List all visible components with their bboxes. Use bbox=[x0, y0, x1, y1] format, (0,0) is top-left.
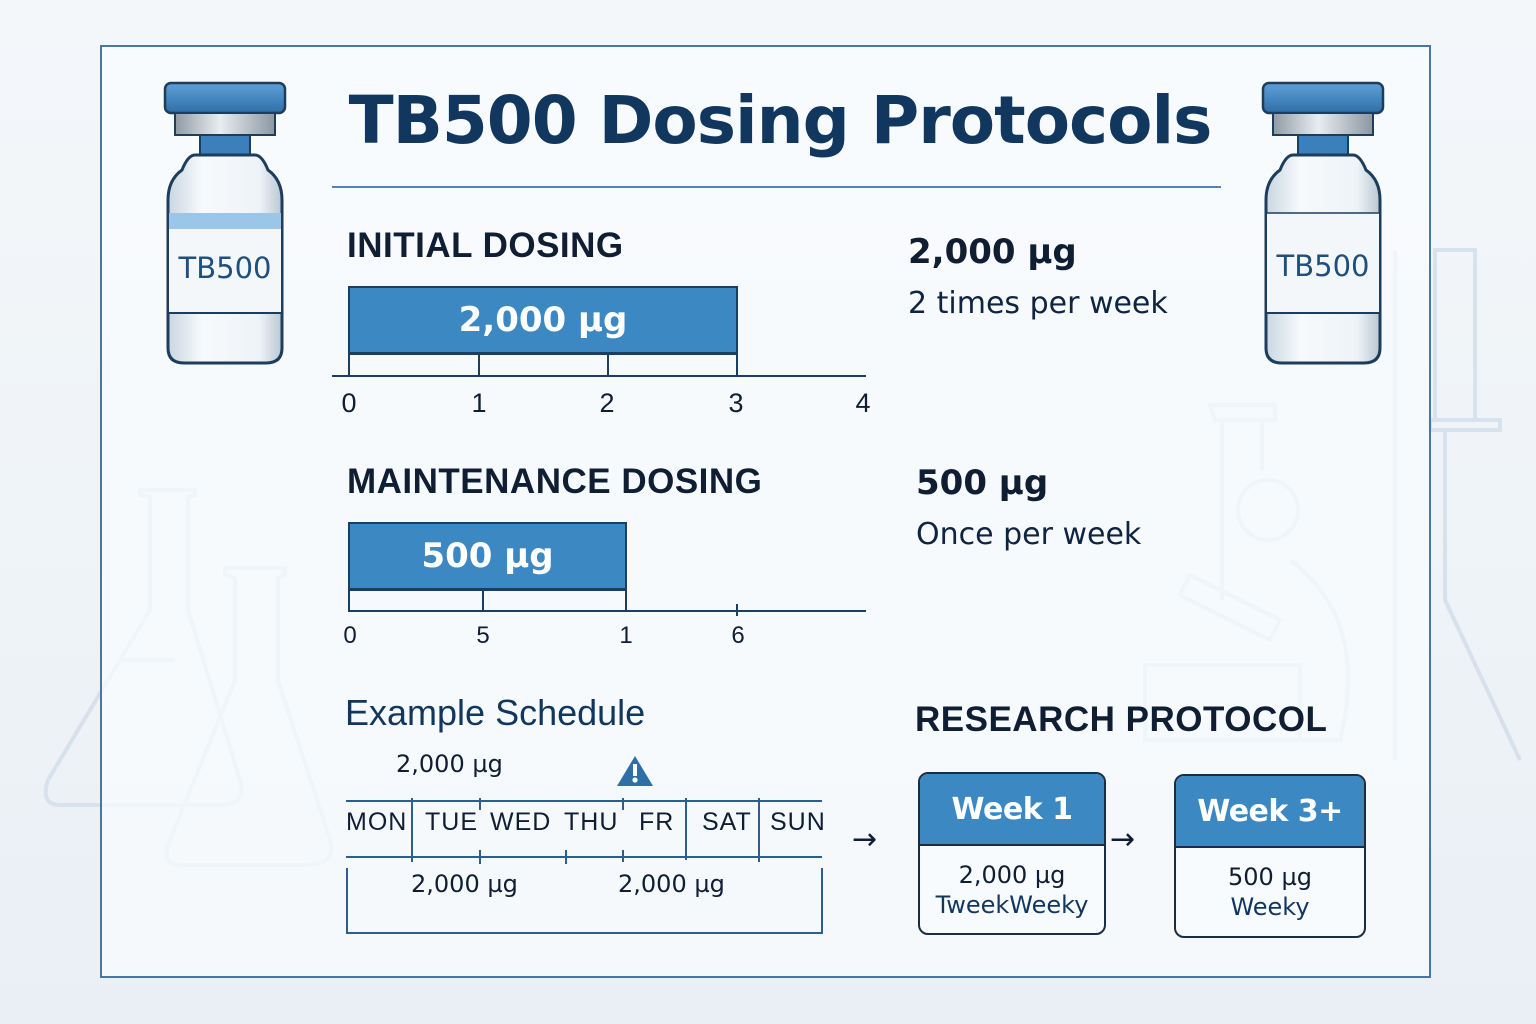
maintenance-tick bbox=[625, 590, 627, 612]
day-sun: SUN bbox=[770, 808, 826, 836]
schedule-bracket-left bbox=[346, 868, 348, 934]
svg-text:TB500: TB500 bbox=[178, 251, 272, 285]
initial-axis bbox=[332, 375, 866, 377]
maintenance-tick-label: 0 bbox=[343, 622, 357, 649]
initial-tick bbox=[736, 354, 738, 376]
vial-right-icon: TB500 bbox=[1261, 81, 1385, 365]
schedule-dose-fri: 2,000 µg bbox=[618, 870, 725, 898]
schedule-divider bbox=[622, 850, 624, 862]
week-1-card: Week 1 2,000 µg TweekWeeky bbox=[918, 772, 1106, 935]
week-3-plus-dose: 500 µg bbox=[1228, 863, 1312, 891]
maintenance-dosing-heading: MAINTENANCE DOSING bbox=[347, 462, 763, 501]
vial-left-icon: TB500 bbox=[163, 81, 287, 365]
example-schedule-heading: Example Schedule bbox=[345, 692, 646, 733]
schedule-divider bbox=[622, 798, 624, 810]
week-3-plus-header: Week 3+ bbox=[1176, 776, 1364, 848]
schedule-divider bbox=[479, 798, 481, 810]
maintenance-dose-bar: 500 µg bbox=[348, 522, 627, 591]
schedule-bracket-right bbox=[821, 868, 823, 934]
day-fri: FR bbox=[639, 808, 675, 836]
week-3-plus-frequency: Weeky bbox=[1230, 893, 1310, 921]
arrow-right-icon: → bbox=[1110, 822, 1136, 857]
schedule-divider bbox=[758, 798, 760, 862]
maintenance-tick bbox=[348, 590, 350, 612]
day-mon: MON bbox=[346, 808, 408, 836]
maintenance-tick-label: 6 bbox=[731, 622, 745, 649]
schedule-divider bbox=[479, 850, 481, 864]
initial-tick bbox=[478, 354, 480, 376]
day-sat: SAT bbox=[702, 808, 752, 836]
initial-tick-label: 0 bbox=[341, 388, 357, 418]
maintenance-tick bbox=[482, 590, 484, 612]
maintenance-tick-label: 1 bbox=[619, 622, 633, 649]
maintenance-frequency: Once per week bbox=[916, 517, 1142, 552]
initial-dose-bar: 2,000 µg bbox=[348, 286, 738, 355]
initial-tick bbox=[607, 354, 609, 376]
maintenance-tick-label: 5 bbox=[476, 622, 490, 649]
initial-bar-label: 2,000 µg bbox=[458, 300, 628, 340]
schedule-bracket-bottom bbox=[346, 932, 823, 934]
maintenance-axis bbox=[348, 610, 866, 612]
title-divider bbox=[332, 186, 1221, 188]
initial-frequency: 2 times per week bbox=[908, 286, 1168, 321]
day-thu: THU bbox=[564, 808, 619, 836]
maintenance-dose-value: 500 µg bbox=[916, 463, 1049, 503]
schedule-top-dose: 2,000 µg bbox=[396, 750, 503, 778]
week-1-frequency: TweekWeeky bbox=[935, 890, 1089, 919]
initial-tick-label: 3 bbox=[728, 388, 744, 418]
warning-triangle-icon bbox=[617, 756, 653, 786]
week-1-header: Week 1 bbox=[920, 774, 1104, 846]
week-3-plus-card: Week 3+ 500 µg Weeky bbox=[1174, 774, 1366, 938]
initial-tick bbox=[348, 354, 350, 376]
schedule-bottom-line bbox=[346, 856, 822, 858]
initial-tick-label: 2 bbox=[599, 388, 615, 418]
schedule-divider bbox=[411, 798, 413, 862]
day-tue: TUE bbox=[425, 808, 478, 836]
schedule-divider bbox=[685, 798, 687, 860]
maintenance-tick bbox=[736, 604, 738, 616]
initial-tick-label: 4 bbox=[855, 388, 871, 418]
schedule-dose-tue: 2,000 µg bbox=[411, 870, 518, 898]
page-title: TB500 Dosing Protocols bbox=[348, 82, 1213, 159]
initial-tick-label: 1 bbox=[471, 388, 487, 418]
initial-dose-value: 2,000 µg bbox=[908, 232, 1077, 272]
content-frame bbox=[100, 45, 1431, 978]
svg-text:TB500: TB500 bbox=[1276, 249, 1370, 283]
schedule-divider bbox=[565, 850, 567, 864]
schedule-top-line bbox=[346, 800, 822, 802]
maintenance-bar-label: 500 µg bbox=[421, 536, 554, 576]
arrow-right-icon: → bbox=[852, 822, 878, 857]
initial-dosing-heading: INITIAL DOSING bbox=[347, 226, 624, 265]
week-1-dose: 2,000 µg bbox=[958, 860, 1066, 889]
day-wed: WED bbox=[490, 808, 552, 836]
research-protocol-heading: RESEARCH PROTOCOL bbox=[915, 700, 1328, 739]
